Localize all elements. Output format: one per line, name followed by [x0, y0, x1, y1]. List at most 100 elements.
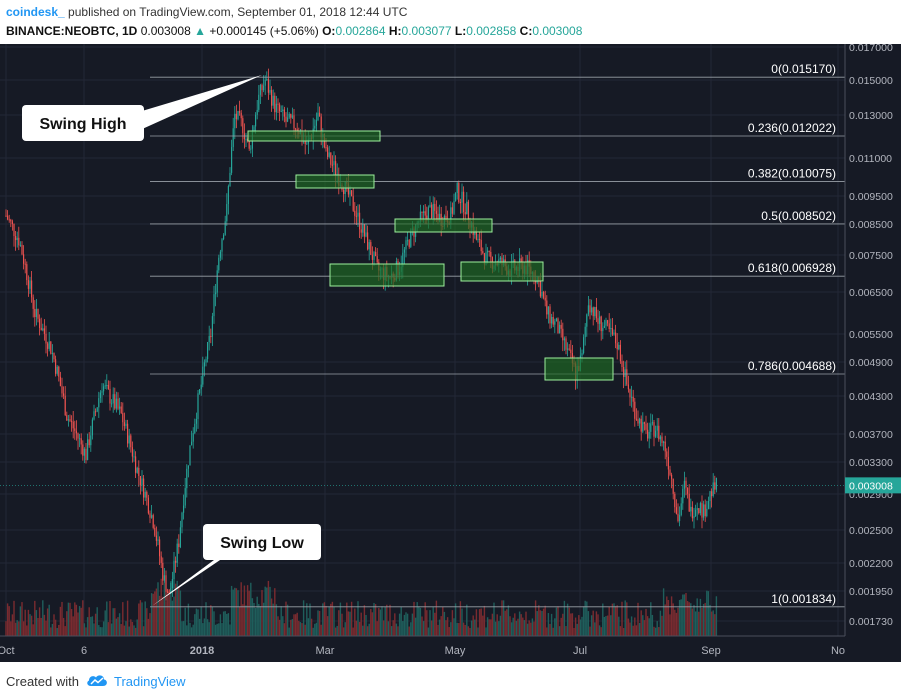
volume-bar: [10, 621, 12, 636]
candle-body: [61, 386, 63, 394]
time-tick-label: May: [445, 645, 466, 657]
candle-body: [715, 477, 717, 490]
candle-body: [136, 467, 138, 473]
candle-body: [120, 406, 122, 414]
candle-body: [693, 516, 695, 519]
candle-body: [477, 238, 479, 240]
volume-bar: [426, 610, 428, 636]
candle-body: [171, 579, 173, 589]
volume-bar: [694, 611, 697, 636]
volume-bar: [386, 604, 388, 636]
volume-bar: [381, 606, 383, 636]
price-tick-label: 0.002500: [849, 525, 893, 537]
candle-body: [141, 478, 143, 486]
candle-body: [426, 215, 428, 221]
volume-bar: [485, 627, 487, 636]
candle-body: [490, 251, 492, 258]
candle-body: [221, 239, 223, 252]
volume-bar: [186, 625, 188, 636]
volume-bar: [462, 622, 465, 636]
candle-body: [431, 204, 433, 218]
candle-body: [347, 183, 349, 195]
volume-bar: [654, 627, 657, 636]
volume-bar: [430, 620, 433, 636]
candle-body: [363, 223, 365, 237]
volume-bar: [69, 602, 71, 636]
candle-body: [56, 366, 58, 374]
volume-bar: [198, 618, 201, 636]
volume-bar: [333, 606, 335, 636]
volume-bar: [627, 618, 630, 636]
volume-bar: [184, 607, 186, 636]
volume-bar: [11, 614, 14, 636]
volume-bar: [138, 603, 140, 636]
volume-bar: [656, 621, 658, 636]
candle-body: [581, 353, 583, 356]
volume-bar: [235, 588, 238, 636]
volume-bar: [690, 603, 692, 636]
close-value: 0.003008: [532, 24, 583, 38]
candle-body: [410, 229, 412, 247]
candle-body: [23, 254, 25, 264]
symbol-line: BINANCE:NEOBTC, 1D 0.003008 ▲ +0.000145 …: [6, 24, 582, 38]
volume-bar: [56, 627, 58, 636]
candle-body: [432, 203, 434, 218]
volume-bar: [114, 608, 116, 636]
volume-bar: [328, 606, 330, 636]
candle-body: [48, 341, 50, 349]
volume-bar: [658, 627, 660, 636]
volume-bar: [406, 613, 409, 636]
price-chart[interactable]: 0(0.015170) 0.236(0.012022) 0.382(0.010075…: [0, 42, 901, 662]
candle-body: [547, 306, 549, 315]
candle-body: [131, 447, 133, 457]
volume-bar: [456, 622, 458, 636]
volume-bar: [78, 606, 81, 636]
chart-area[interactable]: 0(0.015170) 0.236(0.012022) 0.382(0.010075…: [0, 42, 901, 662]
candle-body: [591, 307, 593, 313]
volume-bar: [22, 621, 25, 636]
candle-body: [333, 161, 335, 166]
volume-bar: [304, 624, 306, 636]
volume-bar: [702, 604, 705, 636]
volume-bar: [662, 588, 665, 636]
last-price-tag: [845, 477, 901, 494]
candle-body: [179, 527, 181, 548]
candle-body: [255, 114, 257, 127]
candle-body: [151, 515, 153, 518]
volume-bar: [459, 601, 462, 636]
time-tick-label: Oct: [0, 645, 15, 657]
volume-bar: [533, 621, 535, 636]
volume-bar: [232, 589, 234, 636]
candle-body: [109, 388, 111, 404]
volume-bar: [229, 624, 231, 636]
publish-info: published on TradingView.com, September …: [68, 5, 408, 19]
volume-bar: [544, 605, 546, 636]
candle-body: [607, 320, 609, 324]
volume-bar: [187, 603, 190, 636]
volume-bar: [434, 612, 436, 636]
candle-body: [280, 110, 282, 112]
author-link[interactable]: coindesk_: [6, 5, 65, 19]
candle-body: [421, 211, 423, 213]
volume-bar: [624, 600, 626, 636]
volume-bar: [611, 603, 614, 636]
volume-bar: [115, 618, 118, 636]
volume-bar: [621, 601, 623, 636]
volume-bar: [701, 607, 703, 636]
volume-bar: [538, 605, 540, 636]
volume-bar: [494, 621, 497, 636]
volume-bar: [173, 596, 175, 636]
volume-bar: [614, 606, 617, 636]
candle-body: [234, 113, 236, 129]
volume-bar: [13, 600, 15, 636]
candle-body: [203, 362, 205, 367]
candle-body: [55, 359, 57, 374]
candle-body: [475, 230, 477, 240]
tradingview-brand-link[interactable]: TradingView: [114, 674, 186, 689]
volume-bar: [42, 600, 44, 636]
gridlines: [0, 44, 901, 662]
candle-body: [183, 505, 185, 513]
volume-bar: [59, 606, 62, 636]
volume-bar: [435, 600, 438, 636]
candle-body: [434, 203, 436, 211]
